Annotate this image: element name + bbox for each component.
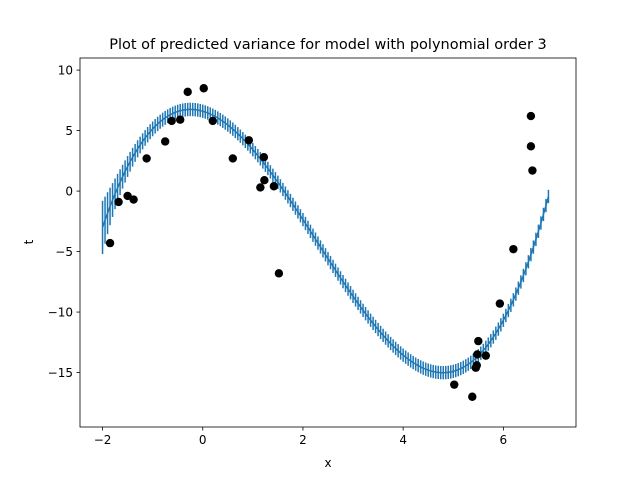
x-axis-label: x	[324, 456, 331, 470]
prediction-line	[101, 108, 550, 374]
data-point	[528, 166, 537, 175]
data-point	[228, 154, 238, 163]
data-point	[474, 336, 483, 346]
data-point	[259, 153, 269, 162]
data-point	[260, 175, 269, 185]
data-point	[269, 182, 279, 191]
y-tick-label: 10	[58, 63, 73, 77]
x-axis: −2 0 2 4 6	[94, 427, 507, 447]
data-point	[473, 350, 482, 359]
y-tick-label: 0	[65, 184, 73, 198]
y-axis-label: t	[22, 239, 36, 244]
y-axis: −15 −10 −5 0 5 10	[48, 63, 80, 380]
data-point	[208, 116, 217, 126]
x-tick-label: 6	[500, 433, 508, 447]
y-tick-label: −15	[48, 366, 73, 380]
data-point	[199, 84, 208, 93]
data-point	[105, 238, 115, 248]
chart-title: Plot of predicted variance for model wit…	[109, 37, 547, 53]
x-tick-label: 4	[399, 433, 407, 447]
data-point	[129, 195, 138, 204]
data-point	[167, 116, 176, 126]
x-tick-label: 0	[199, 433, 207, 447]
data-point	[509, 244, 518, 254]
data-point	[123, 191, 132, 201]
y-tick-label: −10	[48, 305, 73, 319]
data-point	[256, 183, 265, 192]
data-point	[176, 115, 185, 124]
plot-frame	[79, 57, 577, 428]
data-point	[160, 137, 170, 146]
data-point	[114, 197, 123, 207]
data-point	[526, 142, 536, 151]
data-point	[244, 136, 254, 145]
plot-area	[101, 84, 550, 401]
data-point	[450, 380, 459, 389]
data-point	[468, 392, 477, 401]
data-point	[495, 299, 505, 308]
data-point	[481, 351, 491, 360]
data-point	[274, 269, 284, 278]
x-tick-label: −2	[94, 433, 112, 447]
data-point	[142, 154, 151, 163]
y-tick-label: −5	[55, 245, 73, 259]
data-point	[183, 87, 192, 97]
data-point	[472, 361, 481, 370]
y-tick-label: 5	[65, 124, 73, 138]
data-point	[526, 111, 536, 121]
x-tick-label: 2	[299, 433, 307, 447]
